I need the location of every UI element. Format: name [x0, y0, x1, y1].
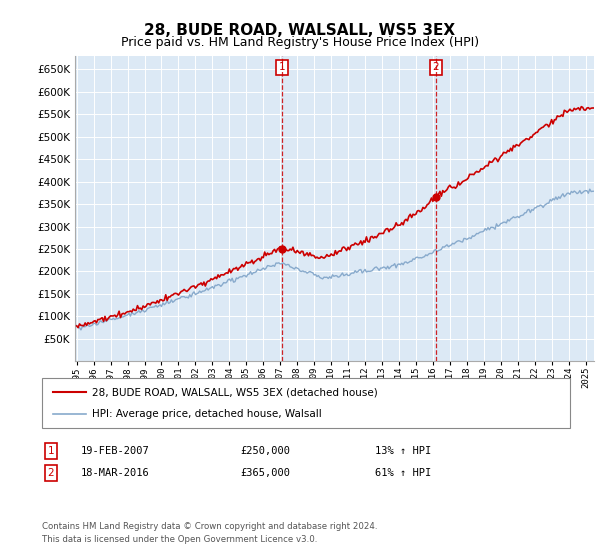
Text: 13% ↑ HPI: 13% ↑ HPI [375, 446, 431, 456]
Text: 2: 2 [47, 468, 55, 478]
Text: 2: 2 [433, 62, 439, 72]
Text: 19-FEB-2007: 19-FEB-2007 [81, 446, 150, 456]
Text: HPI: Average price, detached house, Walsall: HPI: Average price, detached house, Wals… [92, 409, 322, 419]
Text: 28, BUDE ROAD, WALSALL, WS5 3EX (detached house): 28, BUDE ROAD, WALSALL, WS5 3EX (detache… [92, 387, 377, 397]
Text: 1: 1 [47, 446, 55, 456]
Text: Contains HM Land Registry data © Crown copyright and database right 2024.
This d: Contains HM Land Registry data © Crown c… [42, 522, 377, 544]
Text: Price paid vs. HM Land Registry's House Price Index (HPI): Price paid vs. HM Land Registry's House … [121, 36, 479, 49]
Text: 1: 1 [278, 62, 285, 72]
Text: 18-MAR-2016: 18-MAR-2016 [81, 468, 150, 478]
Text: 61% ↑ HPI: 61% ↑ HPI [375, 468, 431, 478]
Text: 28, BUDE ROAD, WALSALL, WS5 3EX: 28, BUDE ROAD, WALSALL, WS5 3EX [145, 24, 455, 38]
Text: £250,000: £250,000 [240, 446, 290, 456]
Text: £365,000: £365,000 [240, 468, 290, 478]
